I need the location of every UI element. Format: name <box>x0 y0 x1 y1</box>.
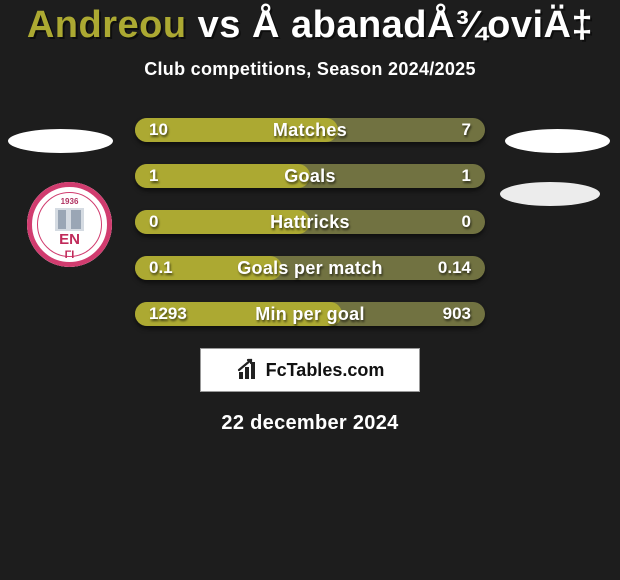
stat-row: 00Hattricks <box>135 210 485 234</box>
stat-label: Matches <box>135 118 485 142</box>
comparison-card: Andreou vs Å abanadÅ¾oviÄ‡ Club competit… <box>0 4 620 435</box>
subtitle: Club competitions, Season 2024/2025 <box>0 59 620 80</box>
snapshot-date: 22 december 2024 <box>0 412 620 435</box>
stat-label: Goals per match <box>135 256 485 280</box>
title-vs: vs <box>198 4 241 46</box>
title-player-right: Å abanadÅ¾oviÄ‡ <box>252 4 593 46</box>
stat-row: 0.10.14Goals per match <box>135 256 485 280</box>
page-title: Andreou vs Å abanadÅ¾oviÄ‡ <box>0 4 620 47</box>
brand-text: FcTables.com <box>266 360 385 381</box>
stat-row: 11Goals <box>135 164 485 188</box>
stats-rows: 107Matches 11Goals 00Hattricks 0.10.14Goals… <box>0 118 620 326</box>
stat-label: Hattricks <box>135 210 485 234</box>
stat-label: Min per goal <box>135 302 485 326</box>
brand-box[interactable]: FcTables.com <box>200 348 420 392</box>
stat-row: 1293903Min per goal <box>135 302 485 326</box>
stat-label: Goals <box>135 164 485 188</box>
stat-row: 107Matches <box>135 118 485 142</box>
title-player-left: Andreou <box>27 4 187 46</box>
bars-icon <box>236 358 260 382</box>
